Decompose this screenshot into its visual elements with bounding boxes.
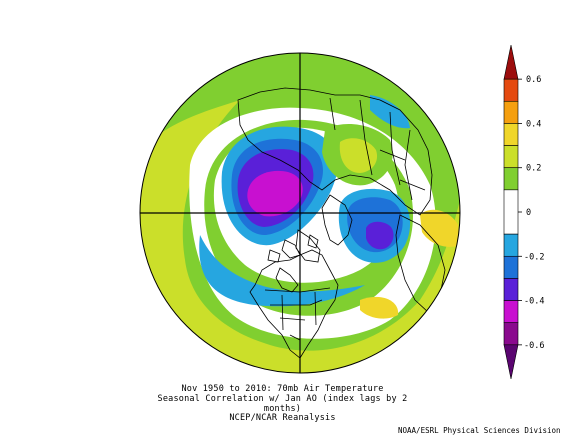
map-border <box>139 52 461 374</box>
credit-label: NOAA/ESRL Physical Sciences Division <box>398 426 561 435</box>
colorbar-label: -0.4 <box>524 297 544 307</box>
colorbar-swatch <box>503 100 519 124</box>
colorbar-swatch <box>503 145 519 169</box>
field-purple-east <box>366 221 394 250</box>
colorbar-swatch <box>503 255 519 279</box>
coastline-hudson-bay <box>275 267 299 293</box>
colorbar-bottom-arrow <box>503 344 519 380</box>
coastline-arctic-islands <box>267 234 319 263</box>
colorbar-swatch <box>503 123 519 146</box>
field-magenta-core <box>247 170 303 217</box>
colorbar-swatch <box>503 233 519 257</box>
caption-title: Nov 1950 to 2010: 70mb Air Temperature <box>181 384 384 394</box>
colorbar-label: 0.2 <box>526 164 541 174</box>
colorbar-label: 0 <box>526 208 531 218</box>
colorbar-label: -0.6 <box>524 341 544 351</box>
borders-eurasia <box>329 97 426 201</box>
coastlines <box>237 87 446 359</box>
colorbar-swatch <box>503 189 519 235</box>
colorbar-swatch <box>503 278 519 301</box>
colorbar-label: -0.2 <box>524 252 544 262</box>
colorbar: 0.6 0.4 0.2 0 -0.2 -0.4 -0.6 <box>503 44 544 380</box>
field-blue-north <box>370 95 410 129</box>
caption-subtitle: Seasonal Correlation w/ Jan AO (index la… <box>157 394 408 414</box>
field-yellow-north <box>339 138 378 173</box>
coastline-eurasia <box>237 87 433 216</box>
colorbar-label: 0.6 <box>526 75 541 85</box>
colorbar-top-arrow <box>503 44 519 80</box>
coastline-greenland <box>295 229 321 263</box>
caption-dataset: NCEP/NCAR Reanalysis <box>229 413 336 423</box>
colorbar-swatch <box>503 322 519 346</box>
field-yellow-south <box>360 296 399 319</box>
coastline-north-america <box>249 249 339 359</box>
colorbar-swatch <box>503 78 519 102</box>
field-blue-arc <box>199 235 365 307</box>
field-yellow-east <box>420 209 460 247</box>
coastline-europe <box>321 194 353 246</box>
colorbar-swatch <box>503 167 519 191</box>
colorbar-swatch <box>503 300 519 324</box>
colorbar-label: 0.4 <box>526 119 541 129</box>
